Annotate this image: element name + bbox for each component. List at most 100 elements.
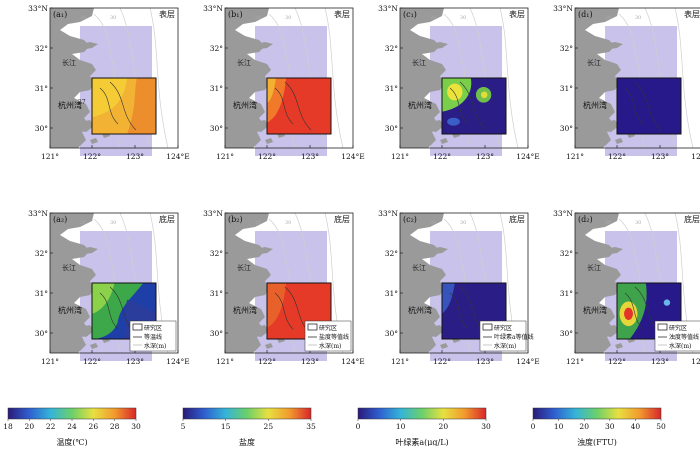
legend-frame	[304, 320, 352, 352]
depth-label: 30	[460, 220, 466, 226]
lat-label: 33°N	[203, 209, 223, 218]
lat-label: 30°	[385, 124, 399, 133]
lat-label: 31°	[560, 84, 574, 93]
yangtze-label: 长江	[62, 263, 76, 272]
lon-label: 124°E	[341, 357, 365, 366]
colorbar-title: 盐度	[239, 437, 255, 446]
layer-label: 底层	[334, 214, 350, 224]
colorbar-2: 5 15 25 35 盐度	[181, 407, 316, 447]
chongming-island	[72, 247, 98, 255]
lon-label: 121°	[566, 152, 584, 161]
panel-tag: (a₂)	[53, 215, 67, 224]
depth-label: 20	[605, 15, 611, 21]
lat-label: 33°N	[553, 4, 573, 13]
legend-box-label: 研究区	[494, 324, 512, 332]
legend-frame	[654, 320, 700, 352]
colorbar-tick-label: 50	[656, 422, 666, 431]
depth-label: 20	[430, 15, 436, 21]
layer-label: 表层	[159, 9, 175, 19]
lon-label: 123°	[301, 152, 319, 161]
lon-label: 121°	[216, 357, 234, 366]
lat-label: 33°N	[553, 209, 573, 218]
lon-label: 121°	[391, 357, 409, 366]
legend-box-label: 研究区	[144, 324, 162, 332]
study-area-box	[266, 282, 332, 340]
lat-label: 33°N	[28, 209, 48, 218]
lon-label: 121°	[391, 152, 409, 161]
temp-lime-patch	[92, 283, 115, 314]
land-mass	[615, 138, 623, 144]
colorbar-title: 叶绿素a(μg/L)	[395, 437, 448, 446]
depth-contour	[674, 7, 694, 149]
lon-label: 121°	[41, 152, 59, 161]
lat-label: 32°	[35, 44, 49, 53]
chongming-island	[597, 42, 623, 50]
layer-label: 底层	[509, 214, 525, 224]
colorbar-tick-label: 15	[221, 422, 231, 431]
panel-tag: (c₁)	[403, 10, 417, 19]
panel-tag: (a₁)	[53, 10, 67, 19]
lat-label: 30°	[385, 329, 399, 338]
map-frame	[574, 7, 700, 149]
field-contour	[109, 81, 137, 131]
lon-label: 121°	[566, 357, 584, 366]
map-frame	[399, 212, 529, 354]
hangzhou-bay-label: 杭州湾	[408, 100, 432, 110]
lat-label: 30°	[560, 124, 574, 133]
lat-label: 33°N	[28, 4, 48, 13]
depth-label: 30	[285, 220, 291, 226]
field-contour	[99, 292, 119, 330]
yangtze-label: 长江	[587, 263, 601, 272]
yangtze-label: 长江	[237, 58, 251, 67]
land-mass	[225, 112, 269, 136]
panel-tag: (d₁)	[578, 10, 593, 19]
map-frame	[399, 7, 529, 149]
study-area-box	[91, 77, 157, 135]
land-mass	[50, 112, 94, 136]
depth-contour	[149, 7, 169, 149]
colorbar-tick-label: 20	[579, 422, 589, 431]
depth-label: 20	[80, 15, 86, 21]
depth-label: 30	[110, 15, 116, 21]
yangtze-label: 长江	[237, 263, 251, 272]
chl-blue-patch	[442, 283, 455, 314]
sal-low-patch	[267, 283, 287, 328]
hangzhou-bay-label: 杭州湾	[233, 100, 257, 110]
map-frame	[49, 212, 179, 354]
yangtze-label: 长江	[412, 263, 426, 272]
lon-label: 124°E	[516, 357, 540, 366]
depth-label: 20	[255, 220, 261, 226]
land-mass	[575, 317, 619, 341]
lat-label: 31°	[35, 84, 49, 93]
field-contour	[624, 292, 644, 330]
land-mass	[90, 343, 98, 349]
lat-label: 33°N	[378, 209, 398, 218]
lon-label: 123°	[126, 357, 144, 366]
legend-depth-label: 水深(m)	[144, 342, 166, 350]
depth-contour	[324, 7, 344, 149]
lat-label: 31°	[385, 84, 399, 93]
lon-label: 123°	[126, 152, 144, 161]
depth-label: 30	[635, 15, 641, 21]
legend-contour-label: 盐度等值线	[319, 333, 349, 341]
depth-label: 30	[635, 220, 641, 226]
colorbar-tick-label: 30	[131, 422, 141, 431]
lon-label: 122°	[83, 357, 101, 366]
panel-tag: (d₂)	[578, 215, 593, 224]
legend-depth-label: 水深(m)	[319, 342, 341, 350]
land-mass	[440, 138, 448, 144]
depth-label: 27	[78, 99, 86, 106]
study-area-box	[616, 77, 682, 135]
hangzhou-bay-label: 杭州湾	[583, 305, 607, 315]
land-mass	[50, 317, 94, 341]
lat-label: 30°	[560, 329, 574, 338]
colorbar-tick-label: 26	[89, 422, 99, 431]
depth-label: 20	[605, 220, 611, 226]
